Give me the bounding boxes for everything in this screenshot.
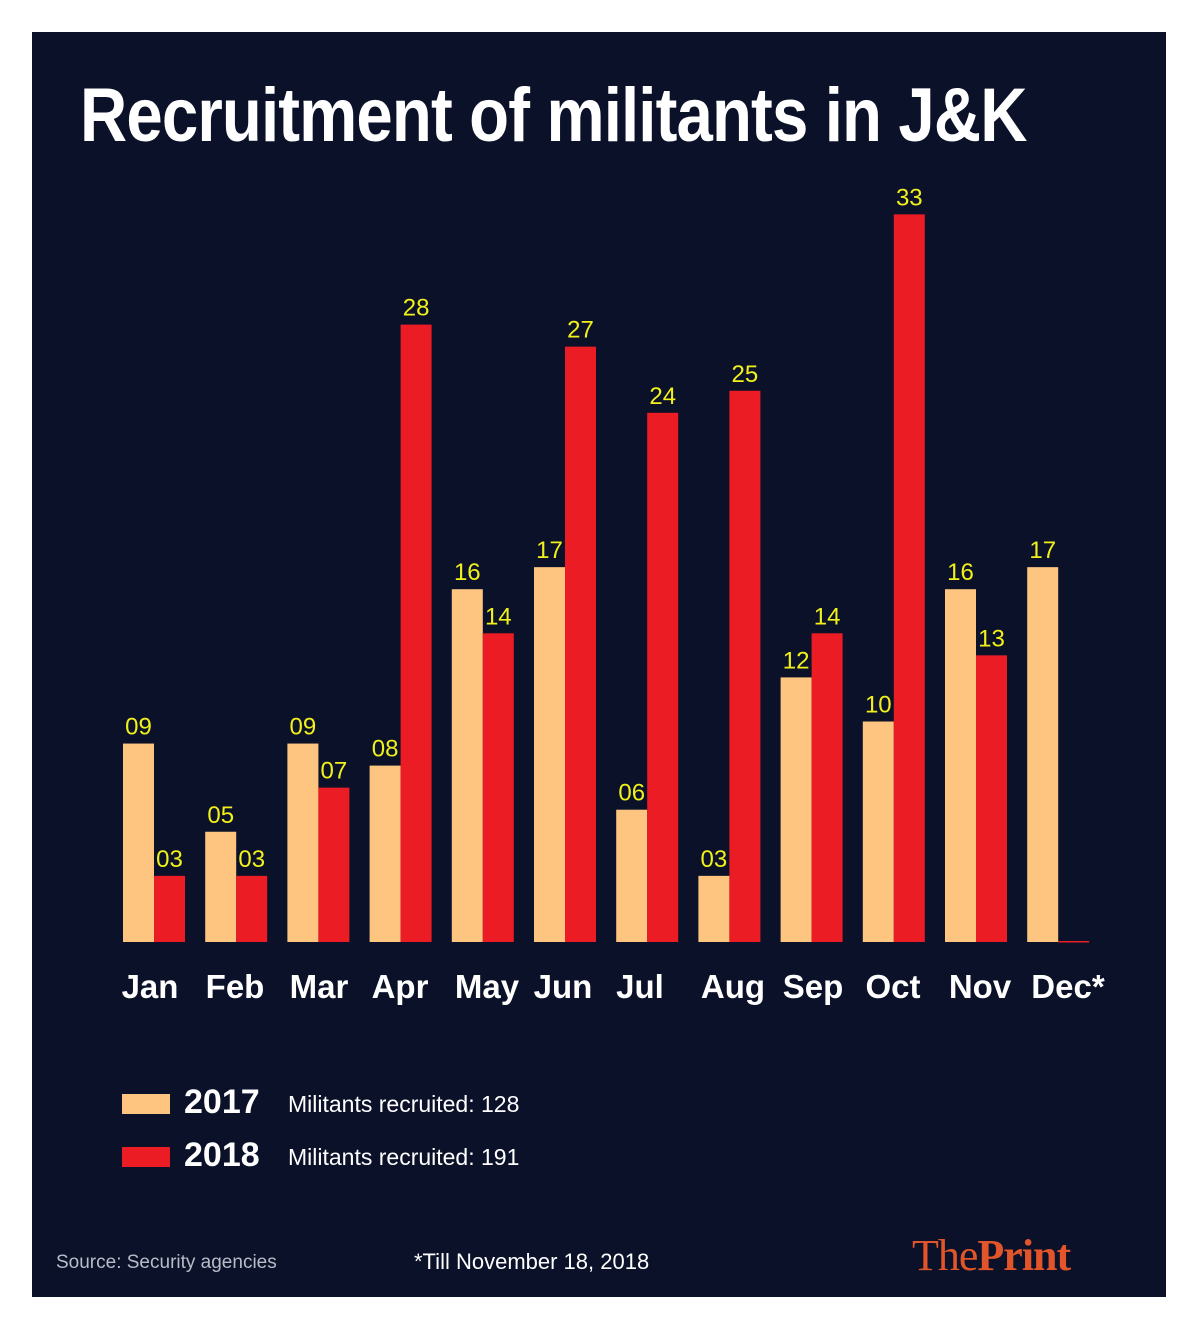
value-label-2018-oct: 33: [896, 184, 923, 211]
logo-print: Print: [977, 1231, 1071, 1280]
bar-2018-aug: [729, 390, 761, 942]
bar-2018-jun: [565, 346, 596, 942]
bar-2017-dec: [1027, 567, 1059, 942]
value-label-2018-feb: 03: [238, 846, 265, 873]
value-label-2017-jan: 09: [125, 714, 152, 741]
bar-2017-mar: [287, 743, 319, 942]
category-label-apr: Apr: [372, 968, 429, 1005]
value-label-2017-nov: 16: [947, 559, 974, 586]
value-label-2017-aug: 03: [701, 846, 728, 873]
category-label-mar: Mar: [290, 968, 349, 1005]
value-label-2017-jun: 17: [536, 537, 563, 564]
value-label-2017-may: 16: [454, 559, 481, 586]
category-label-dec: Dec*: [1031, 968, 1105, 1005]
value-label-2018-aug: 25: [732, 361, 759, 388]
logo-the: The: [912, 1231, 978, 1280]
value-label-2018-apr: 28: [403, 295, 430, 322]
chart-title: Recruitment of militants in J&K: [80, 73, 1027, 158]
legend-note-2018: Militants recruited: 191: [288, 1144, 520, 1170]
category-label-nov: Nov: [949, 968, 1012, 1005]
bars-group: [123, 214, 1090, 943]
bar-2017-nov: [945, 589, 976, 942]
legend-swatch-2018: [122, 1147, 170, 1167]
value-label-2017-sep: 12: [783, 647, 810, 674]
value-label-2018-nov: 13: [978, 625, 1005, 652]
bar-2017-sep: [780, 677, 812, 942]
category-label-oct: Oct: [865, 968, 920, 1005]
theprint-logo: ThePrint: [912, 1231, 1071, 1280]
bar-2017-may: [451, 589, 483, 942]
value-label-2018-jul: 24: [649, 383, 676, 410]
category-label-feb: Feb: [206, 968, 265, 1005]
value-label-2018-mar: 07: [321, 758, 348, 785]
value-label-2017-oct: 10: [865, 692, 892, 719]
bar-2017-oct: [862, 721, 894, 942]
value-label-2018-jun: 27: [567, 317, 594, 344]
bar-2017-feb: [205, 831, 237, 942]
category-label-jan: Jan: [122, 968, 179, 1005]
bar-2017-apr: [369, 765, 401, 942]
value-label-2017-apr: 08: [372, 736, 399, 763]
value-label-2017-dec: 17: [1029, 537, 1056, 564]
bar-2018-oct: [893, 214, 925, 943]
category-label-may: May: [455, 968, 520, 1005]
bar-2018-apr: [400, 324, 432, 943]
category-label-jul: Jul: [616, 968, 664, 1005]
bar-2017-aug: [698, 875, 730, 942]
source-note: Source: Security agencies: [56, 1252, 277, 1273]
bar-2018-feb: [236, 875, 268, 942]
bar-2017-jan: [123, 743, 154, 942]
category-label-sep: Sep: [783, 968, 844, 1005]
bar-2018-jan: [154, 875, 185, 942]
legend-year-2018: 2018: [184, 1136, 260, 1174]
legend-swatch-2017: [122, 1094, 170, 1114]
value-label-2017-feb: 05: [207, 802, 234, 829]
bar-2018-may: [482, 633, 514, 942]
bar-2018-dec-baseline: [1058, 941, 1090, 943]
value-label-2018-may: 14: [485, 603, 512, 630]
bar-2018-jul: [647, 412, 679, 942]
footnote: *Till November 18, 2018: [414, 1249, 650, 1274]
bar-2018-mar: [318, 787, 350, 942]
bar-2017-jun: [534, 567, 565, 942]
bar-2018-nov: [976, 655, 1007, 942]
value-label-2017-jul: 06: [618, 780, 645, 807]
category-label-jun: Jun: [534, 968, 593, 1005]
value-label-2018-jan: 03: [156, 846, 183, 873]
value-label-2017-mar: 09: [290, 714, 317, 741]
legend-year-2017: 2017: [184, 1083, 260, 1121]
category-labels-group: Jan Feb Mar Apr May Jun Jul Aug Sep Oct Nov Dec*: [122, 968, 1105, 1005]
bar-2018-sep: [811, 633, 843, 942]
legend-note-2017: Militants recruited: 128: [288, 1091, 520, 1117]
category-label-aug: Aug: [701, 968, 765, 1005]
bar-2017-jul: [616, 809, 648, 942]
value-label-2018-sep: 14: [814, 603, 841, 630]
value-labels-group: 0903050309070828161417270624032512141033…: [125, 184, 1056, 873]
